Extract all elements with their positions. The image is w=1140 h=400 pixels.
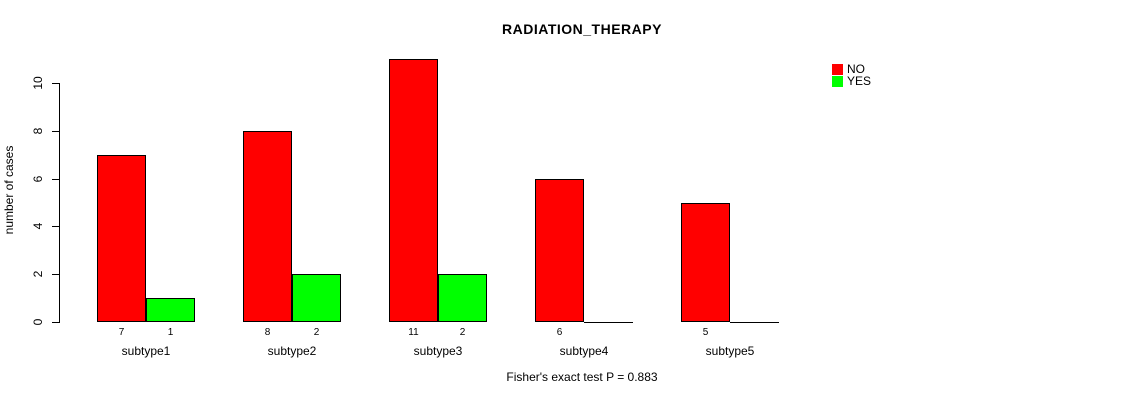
bar-no-subtype4 [535, 178, 584, 322]
x-category-label: subtype2 [267, 344, 317, 358]
x-category-label: subtype1 [121, 344, 171, 358]
bar-yes-subtype4 [584, 322, 633, 323]
legend-label: YES [847, 74, 872, 88]
y-tick-label: 4 [31, 223, 45, 230]
x-category-label: subtype3 [413, 344, 463, 358]
y-tick-mark [52, 130, 59, 132]
y-tick-mark [52, 274, 59, 276]
y-axis-label: number of cases [2, 145, 16, 235]
legend-swatch-yes [832, 76, 843, 87]
bar-yes-subtype3 [438, 274, 487, 322]
legend-label: NO [847, 62, 865, 76]
bar-value-label: 8 [264, 327, 271, 338]
bar-yes-subtype5 [730, 322, 779, 323]
bar-value-label: 6 [556, 327, 563, 338]
y-tick-mark [52, 178, 59, 180]
bar-no-subtype2 [243, 130, 292, 322]
legend-entry-yes: YES [832, 74, 872, 88]
x-category-label: subtype4 [559, 344, 609, 358]
bar-value-label: 2 [459, 327, 466, 338]
bar-value-label: 7 [118, 327, 125, 338]
y-tick-mark [52, 226, 59, 228]
bar-value-label: 2 [313, 327, 320, 338]
chart-legend: NO YES [832, 62, 872, 88]
y-tick-label: 10 [31, 76, 45, 90]
bar-yes-subtype1 [146, 298, 195, 322]
fisher-test-note: Fisher's exact test P = 0.883 [506, 370, 658, 384]
y-tick-label: 0 [31, 318, 45, 326]
y-tick-mark [52, 322, 59, 323]
bar-yes-subtype2 [292, 274, 341, 322]
bar-no-subtype1 [97, 154, 146, 322]
y-tick-mark [52, 83, 59, 84]
y-tick-label: 6 [31, 175, 45, 182]
legend-swatch-no [832, 64, 843, 75]
y-axis-line [59, 83, 60, 323]
bar-value-label: 5 [702, 327, 709, 338]
y-tick-label: 8 [31, 127, 45, 135]
x-category-label: subtype5 [705, 344, 755, 358]
bar-no-subtype5 [681, 202, 730, 322]
legend-entry-no: NO [832, 62, 871, 76]
bar-no-subtype3 [389, 59, 438, 322]
chart-title: RADIATION_THERAPY [502, 21, 662, 37]
bar-value-label: 11 [408, 327, 419, 338]
bar-value-label: 1 [167, 327, 174, 338]
y-tick-label: 2 [31, 270, 45, 278]
